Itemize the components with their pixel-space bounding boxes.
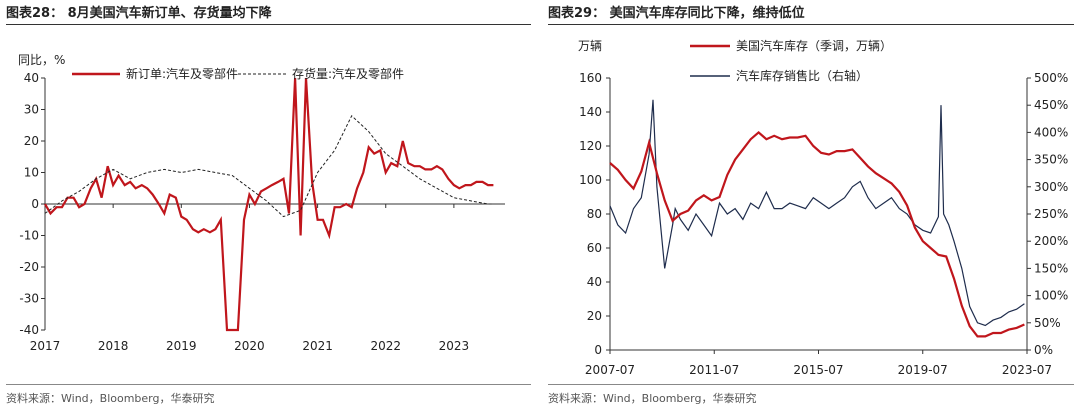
right-right-y-tick-label: 400% bbox=[1034, 125, 1068, 139]
left-x-tick-label: 2020 bbox=[234, 339, 265, 353]
left-x-tick-label: 2023 bbox=[439, 339, 470, 353]
right-x-tick-label: 2019-07 bbox=[898, 363, 948, 377]
right-left-y-tick-label: 100 bbox=[579, 173, 602, 187]
left-y-tick-label: 0 bbox=[31, 197, 39, 211]
left-series-line-2 bbox=[44, 114, 494, 218]
left-y-tick-label: -10 bbox=[19, 229, 39, 243]
left-x-tick-label: 2021 bbox=[302, 339, 333, 353]
left-chart: 同比，% 40 30 20 10 0 -10 -20 -30 -40 2017 2018 2019 202… bbox=[18, 53, 505, 353]
right-right-y-tick-label: 100% bbox=[1034, 289, 1068, 303]
right-left-y-tick-label: 120 bbox=[579, 139, 602, 153]
right-left-y-tick-label: 20 bbox=[587, 309, 602, 323]
right-right-y-tick-label: 150% bbox=[1034, 261, 1068, 275]
right-x-tick-label: 2011-07 bbox=[689, 363, 739, 377]
right-y-unit-label: 万辆 bbox=[578, 39, 602, 53]
left-source-rule bbox=[6, 384, 531, 385]
left-legend-label-2: 存货量:汽车及零部件 bbox=[292, 66, 404, 81]
left-y-tick-label: 10 bbox=[24, 166, 39, 180]
right-x-tick-label: 2007-07 bbox=[585, 363, 635, 377]
left-source-note: 资料来源：Wind，Bloomberg，华泰研究 bbox=[6, 392, 215, 405]
right-left-y-tick-label: 140 bbox=[579, 105, 602, 119]
right-left-y-tick-label: 0 bbox=[594, 343, 602, 357]
right-right-y-tick-label: 0% bbox=[1034, 343, 1053, 357]
right-title-rule bbox=[548, 24, 1074, 25]
right-legend-label-1: 美国汽车库存（季调，万辆） bbox=[736, 38, 892, 53]
left-y-tick-label: -30 bbox=[19, 292, 39, 306]
left-x-tick-label: 2019 bbox=[166, 339, 197, 353]
right-right-y-tick-label: 250% bbox=[1034, 207, 1068, 221]
right-chart: 万辆 0 20 40 60 80 100 120 140 160 0% 50% 100% 150% 200%… bbox=[578, 38, 1068, 377]
right-right-y-tick-label: 200% bbox=[1034, 234, 1068, 248]
right-right-y-tick-label: 50% bbox=[1034, 316, 1061, 330]
left-y-tick-label: -20 bbox=[19, 260, 39, 274]
left-y-tick-label: 30 bbox=[24, 103, 39, 117]
left-y-tick-label: 40 bbox=[24, 71, 39, 85]
left-y-unit-label: 同比，% bbox=[18, 53, 65, 67]
right-left-y-tick-label: 160 bbox=[579, 71, 602, 85]
right-right-y-tick-label: 450% bbox=[1034, 98, 1068, 112]
right-left-y-tick-label: 40 bbox=[587, 275, 602, 289]
left-x-tick-label: 2017 bbox=[30, 339, 61, 353]
right-x-tick-label: 2023-07 bbox=[1002, 363, 1052, 377]
left-chart-title: 图表28： 8月美国汽车新订单、存货量均下降 bbox=[6, 6, 272, 21]
right-right-y-tick-label: 300% bbox=[1034, 180, 1068, 194]
left-x-tick-label: 2022 bbox=[370, 339, 401, 353]
right-x-tick-label: 2015-07 bbox=[793, 363, 843, 377]
right-series-line-1 bbox=[609, 130, 1025, 338]
left-legend-label-1: 新订单:汽车及零部件 bbox=[126, 66, 238, 81]
left-x-tick-label: 2018 bbox=[98, 339, 129, 353]
right-left-y-tick-label: 60 bbox=[587, 241, 602, 255]
left-series-line-1 bbox=[44, 77, 494, 332]
left-y-tick-label: -40 bbox=[19, 323, 39, 337]
left-title-rule bbox=[6, 24, 531, 25]
right-source-rule bbox=[548, 384, 1074, 385]
right-left-y-tick-label: 80 bbox=[587, 207, 602, 221]
right-right-y-tick-label: 350% bbox=[1034, 153, 1068, 167]
left-y-tick-label: 20 bbox=[24, 134, 39, 148]
right-chart-title: 图表29： 美国汽车库存同比下降，维持低位 bbox=[548, 6, 805, 21]
right-right-y-tick-label: 500% bbox=[1034, 71, 1068, 85]
right-source-note: 资料来源：Wind，Bloomberg，华泰研究 bbox=[548, 392, 757, 405]
right-series-line-2 bbox=[609, 99, 1025, 327]
right-legend-label-2: 汽车库存销售比（右轴） bbox=[736, 68, 868, 83]
